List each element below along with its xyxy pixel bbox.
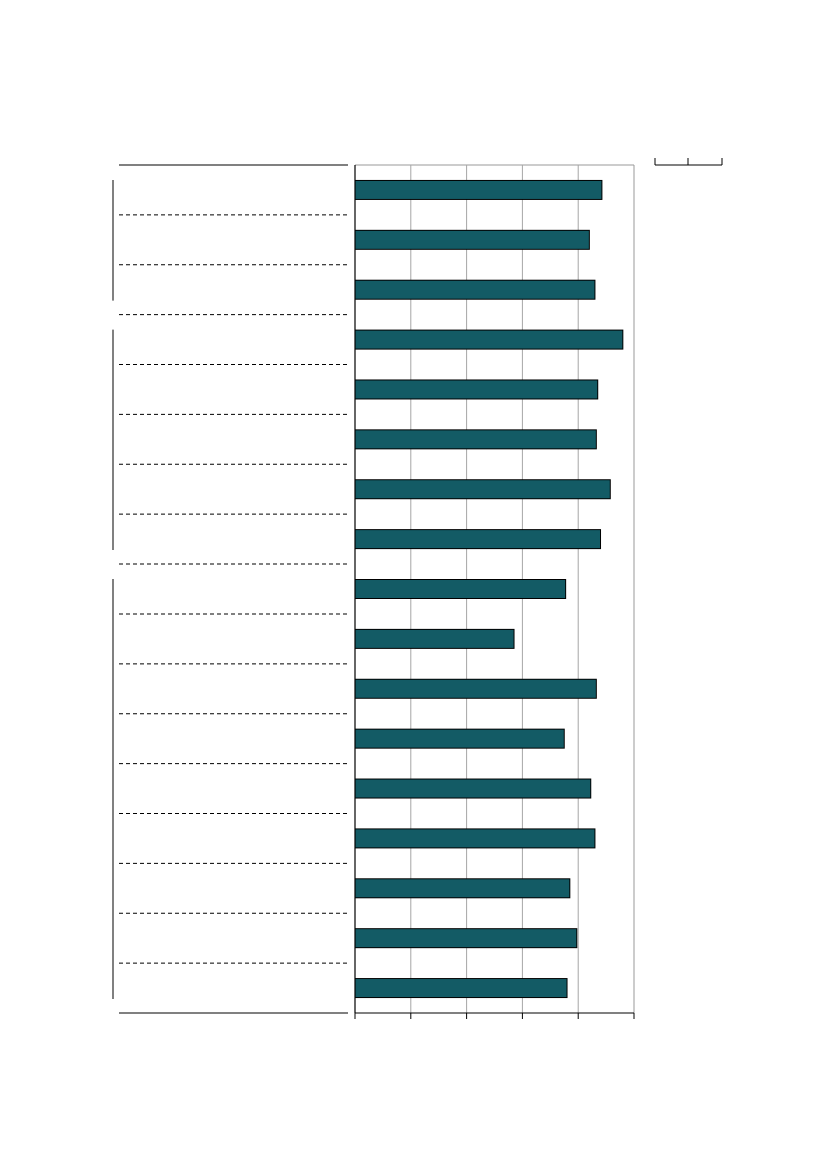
bar <box>354 329 624 350</box>
legend-frame <box>654 158 723 166</box>
bar <box>354 229 590 250</box>
bar <box>354 878 571 899</box>
bar <box>354 479 611 500</box>
bar <box>354 579 567 599</box>
category-label-table <box>112 164 348 1014</box>
bar <box>354 978 568 999</box>
bar <box>354 628 515 649</box>
bar <box>354 728 565 749</box>
bar <box>354 179 603 200</box>
bar <box>354 828 596 849</box>
bar <box>354 928 578 949</box>
bar <box>354 678 597 699</box>
bar <box>354 379 599 400</box>
plot-area <box>354 164 635 1019</box>
bar <box>354 529 602 550</box>
bar <box>354 279 596 300</box>
bar <box>354 429 597 450</box>
bar <box>354 778 592 799</box>
